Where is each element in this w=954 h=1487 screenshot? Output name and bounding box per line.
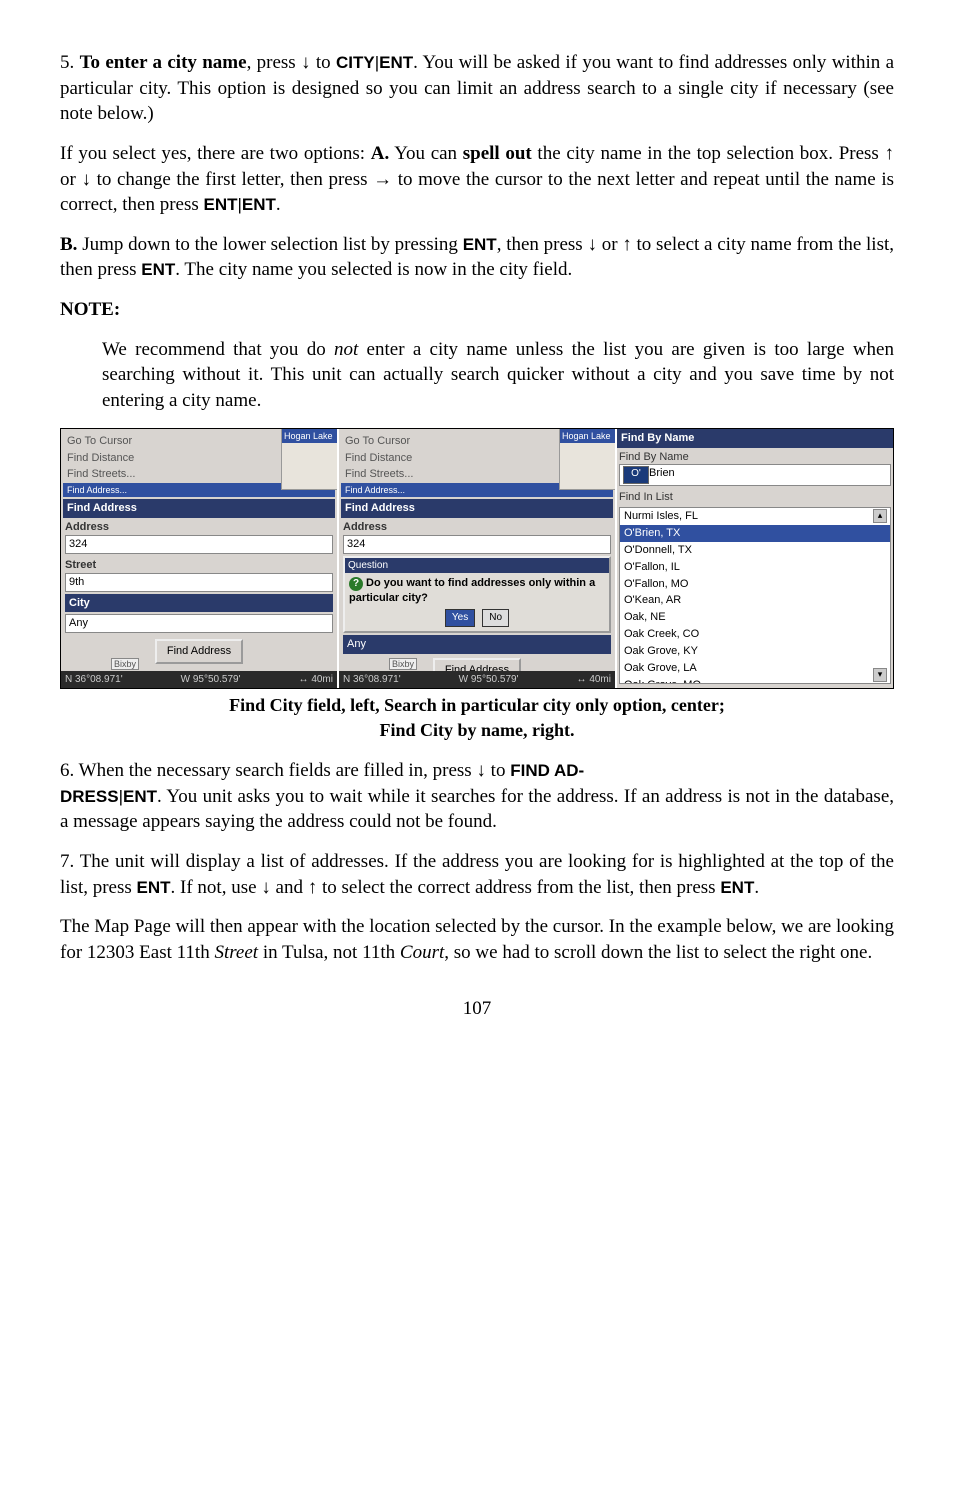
title-bar: Find By Name — [617, 429, 893, 448]
screenshot-row: Hogan Lake Go To Cursor Find Distance Fi… — [60, 428, 894, 690]
screenshot-left: Hogan Lake Go To Cursor Find Distance Fi… — [61, 429, 337, 689]
note-heading: NOTE: — [60, 297, 894, 323]
no-button[interactable]: No — [482, 609, 509, 627]
key-ent: ENT — [204, 195, 238, 214]
paragraph-7: 7. The unit will display a list of addre… — [60, 849, 894, 900]
key-ent: ENT — [720, 878, 754, 897]
address-input[interactable]: 324 — [343, 535, 611, 554]
screenshot-right: Find By Name Find By Name O'O'BrienBrien… — [617, 429, 893, 689]
paragraph-5: 5. To enter a city name, press ↓ to CITY… — [60, 50, 894, 127]
figure-caption: Find City field, left, Search in particu… — [60, 693, 894, 742]
find-by-name-label: Find By Name — [617, 448, 893, 465]
key-find-address: FIND AD- — [510, 761, 584, 780]
note-body: We recommend that you do not enter a cit… — [102, 337, 894, 414]
question-dialog: Question ?Do you want to find addresses … — [343, 556, 611, 633]
key-ent: ENT — [242, 195, 276, 214]
step-num: 5. — [60, 52, 80, 73]
list-item[interactable]: O'Kean, AR — [620, 592, 890, 609]
street-input[interactable]: 9th — [65, 573, 333, 592]
city-label: City — [65, 594, 333, 613]
bold-enter-city: To enter a city name — [80, 52, 247, 73]
yes-button[interactable]: Yes — [445, 609, 475, 627]
list-item[interactable]: O'Fallon, MO — [620, 576, 890, 593]
status-bar: N 36°08.971' W 95°50.579' ↔ 40mi — [339, 671, 615, 689]
list-item[interactable]: Nurmi Isles, FL — [620, 508, 890, 525]
paragraph-8: The Map Page will then appear with the l… — [60, 914, 894, 965]
list-item[interactable]: O'Fallon, IL — [620, 559, 890, 576]
address-label: Address — [341, 518, 613, 535]
page-number: 107 — [60, 996, 894, 1022]
status-bar: N 36°08.971' W 95°50.579' ↔ 40mi — [61, 671, 337, 689]
key-ent: ENT — [141, 260, 175, 279]
key-city: CITY — [336, 53, 375, 72]
list-item[interactable]: Oak Grove, LA — [620, 660, 890, 677]
scroll-up-icon[interactable]: ▴ — [873, 509, 887, 523]
map-city-label: Bixby — [389, 658, 417, 670]
key-ent: ENT — [137, 878, 171, 897]
text-cursor: O' — [623, 466, 649, 484]
any-label: Any — [343, 635, 611, 654]
find-by-name-input[interactable]: O'O'BrienBrien — [619, 464, 891, 486]
find-in-list-label: Find In List — [617, 488, 893, 505]
dialog-title: Question — [345, 558, 609, 574]
list-item[interactable]: O'Donnell, TX — [620, 542, 890, 559]
list-item[interactable]: Oak Grove, KY — [620, 643, 890, 660]
list-item[interactable]: Oak Creek, CO — [620, 626, 890, 643]
map-city-label: Bixby — [111, 658, 139, 670]
title-bar: Find Address — [341, 499, 613, 518]
address-label: Address — [63, 518, 335, 535]
city-list[interactable]: ▴ ▾ Nurmi Isles, FLO'Brien, TXO'Donnell,… — [619, 507, 891, 684]
city-input[interactable]: Any — [65, 614, 333, 633]
map-thumbnail: Hogan Lake — [559, 429, 615, 490]
scroll-down-icon[interactable]: ▾ — [873, 668, 887, 682]
list-item[interactable]: Oak Grove, MO — [620, 677, 890, 685]
paragraph-options: If you select yes, there are two options… — [60, 141, 894, 218]
paragraph-6: 6. When the necessary search fields are … — [60, 758, 894, 835]
map-thumbnail: Hogan Lake — [281, 429, 337, 490]
paragraph-b: B. Jump down to the lower selection list… — [60, 232, 894, 283]
key-ent: ENT — [463, 235, 497, 254]
question-icon: ? — [349, 577, 363, 591]
key-ent: ENT — [123, 787, 157, 806]
title-bar: Find Address — [63, 499, 335, 518]
screenshot-center: Hogan Lake Go To Cursor Find Distance Fi… — [339, 429, 615, 689]
street-label: Street — [63, 556, 335, 573]
list-item[interactable]: Oak, NE — [620, 609, 890, 626]
find-address-button[interactable]: Find Address — [155, 639, 243, 664]
list-item[interactable]: O'Brien, TX — [620, 525, 890, 542]
key-ent: ENT — [379, 53, 413, 72]
address-input[interactable]: 324 — [65, 535, 333, 554]
